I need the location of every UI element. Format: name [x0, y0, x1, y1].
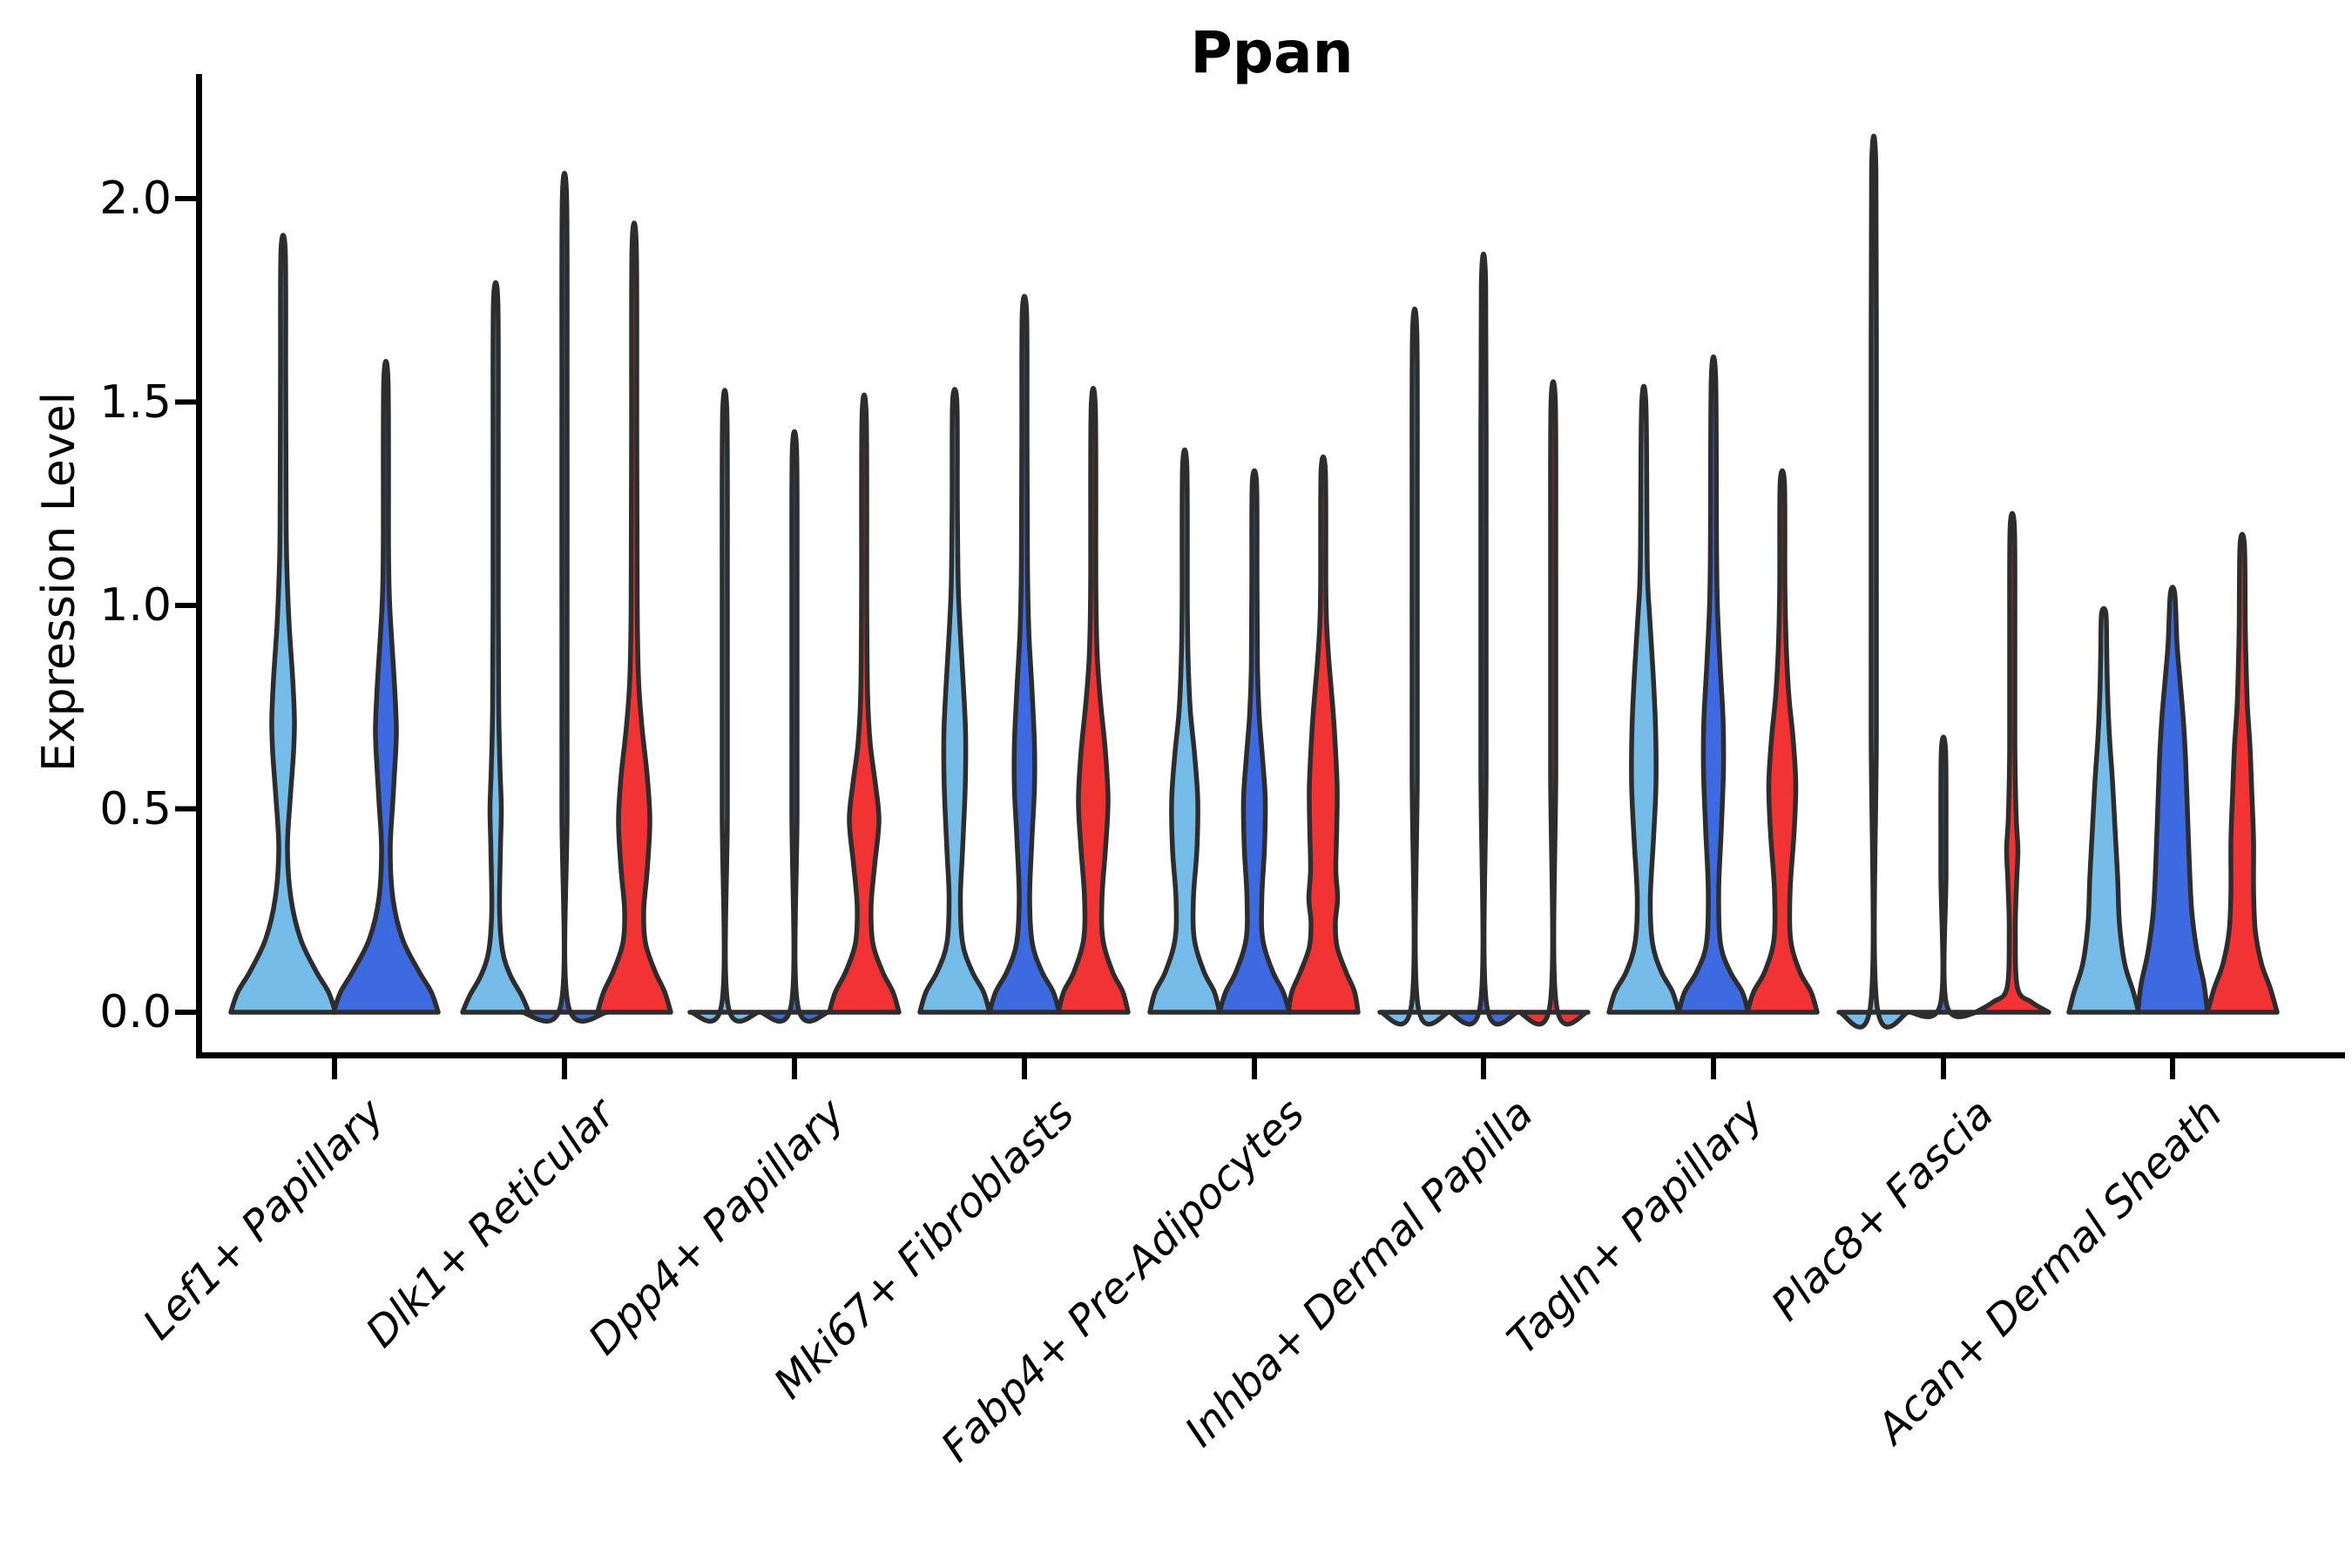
violin-tagln-papillary-light_blue	[1606, 383, 1681, 1015]
y-tick-mark	[175, 806, 196, 812]
violin-dlk1-reticular-light_blue	[460, 280, 531, 1015]
x-tick-mark	[1481, 1058, 1486, 1079]
y-axis-spine	[196, 74, 202, 1058]
violin-dpp4-papillary-royal_blue	[757, 429, 832, 1024]
violin-dlk1-reticular-red	[595, 220, 673, 1015]
violin-plac8-fascia-light_blue	[1836, 133, 1911, 1030]
violin-dpp4-papillary-light_blue	[687, 388, 762, 1024]
violin-acan-dermal-sheath-red	[2205, 531, 2280, 1015]
y-tick-label: 0.0	[99, 986, 172, 1038]
y-tick-label: 0.5	[99, 782, 172, 835]
violin-acan-dermal-sheath-light_blue	[2066, 605, 2141, 1015]
violin-plac8-fascia-royal_blue	[1906, 734, 1981, 1019]
y-tick-label: 1.5	[99, 375, 172, 429]
x-tick-mark	[2170, 1058, 2175, 1079]
violin-tagln-papillary-royal_blue	[1676, 355, 1751, 1015]
y-tick-label: 2.0	[99, 172, 172, 225]
y-tick-mark	[175, 196, 196, 201]
y-tick-mark	[175, 1010, 196, 1015]
chart-title: Ppan	[1190, 19, 1354, 86]
violin-lef1-papillary-royal_blue	[331, 359, 441, 1015]
y-tick-label: 1.0	[99, 579, 172, 632]
x-tick-mark	[1252, 1058, 1257, 1079]
y-tick-mark	[175, 603, 196, 608]
violin-mki67-fibroblasts-light_blue	[917, 387, 992, 1015]
violin-dlk1-reticular-royal_blue	[518, 171, 611, 1024]
violin-inhba-dermal-papilla-royal_blue	[1446, 251, 1521, 1027]
violin-inhba-dermal-papilla-light_blue	[1377, 307, 1452, 1027]
x-axis-spine	[196, 1052, 2345, 1058]
violin-inhba-dermal-papilla-red	[1516, 379, 1591, 1027]
y-axis-label: Expression Level	[33, 391, 85, 773]
y-tick-mark	[175, 399, 196, 405]
violin-lef1-papillary-light_blue	[228, 233, 338, 1015]
violin-fabp4-pre-adipocytes-royal_blue	[1217, 468, 1292, 1015]
violin-acan-dermal-sheath-royal_blue	[2135, 585, 2210, 1015]
violin-tagln-papillary-red	[1745, 468, 1820, 1015]
x-tick-mark	[332, 1058, 337, 1079]
violin-mki67-fibroblasts-red	[1056, 386, 1131, 1015]
x-tick-mark	[1711, 1058, 1716, 1079]
x-tick-mark	[1022, 1058, 1027, 1079]
violin-fabp4-pre-adipocytes-light_blue	[1147, 447, 1222, 1015]
x-tick-mark	[562, 1058, 567, 1079]
violin-fabp4-pre-adipocytes-red	[1286, 454, 1361, 1015]
x-tick-mark	[792, 1058, 797, 1079]
x-tick-mark	[1941, 1058, 1946, 1079]
violin-dpp4-papillary-red	[827, 392, 902, 1015]
violin-plac8-fascia-red	[1973, 510, 2051, 1015]
violin-mki67-fibroblasts-royal_blue	[987, 294, 1062, 1015]
